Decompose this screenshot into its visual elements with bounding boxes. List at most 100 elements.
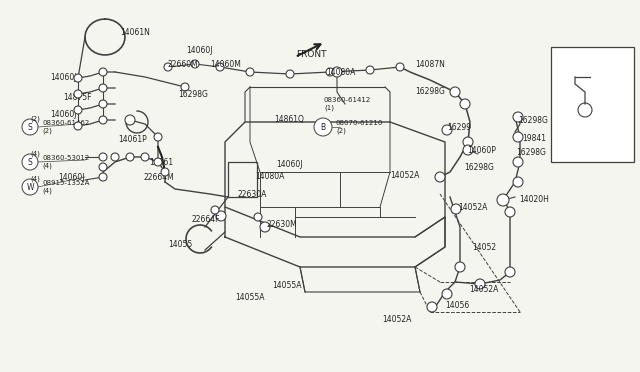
Text: 14060J: 14060J (186, 45, 212, 55)
Circle shape (211, 206, 219, 214)
Text: 14060J: 14060J (58, 173, 84, 182)
Text: 14020H: 14020H (519, 195, 549, 203)
Circle shape (154, 133, 162, 141)
Circle shape (505, 267, 515, 277)
Circle shape (463, 145, 473, 155)
Text: 08360-53012
(4): 08360-53012 (4) (42, 155, 89, 169)
Circle shape (513, 112, 523, 122)
Text: FRONT: FRONT (296, 49, 326, 58)
Text: 19841: 19841 (522, 134, 546, 142)
Text: (4): (4) (30, 151, 40, 157)
Circle shape (505, 207, 515, 217)
Circle shape (513, 177, 523, 187)
Text: W: W (26, 183, 34, 192)
Circle shape (497, 194, 509, 206)
Text: S: S (28, 157, 33, 167)
Circle shape (181, 83, 189, 91)
Circle shape (99, 173, 107, 181)
Circle shape (286, 70, 294, 78)
Text: 14055: 14055 (168, 240, 192, 248)
Circle shape (111, 153, 119, 161)
Circle shape (435, 172, 445, 182)
Text: 14875F: 14875F (63, 93, 92, 102)
Text: 22664M: 22664M (144, 173, 175, 182)
Circle shape (451, 204, 461, 214)
Text: 22660M: 22660M (168, 60, 199, 68)
Circle shape (99, 100, 107, 108)
Circle shape (475, 279, 485, 289)
Text: 14052A: 14052A (382, 315, 412, 324)
Circle shape (455, 262, 465, 272)
Text: 08070-61210
(2): 08070-61210 (2) (336, 120, 383, 134)
Text: 14061: 14061 (149, 157, 173, 167)
Text: 14052: 14052 (472, 243, 496, 251)
Text: 14055A: 14055A (235, 292, 264, 301)
Circle shape (366, 66, 374, 74)
Circle shape (254, 213, 262, 221)
Circle shape (260, 222, 270, 232)
Circle shape (513, 157, 523, 167)
Text: ATM: ATM (570, 142, 588, 151)
Circle shape (314, 118, 332, 136)
Text: 22630A: 22630A (237, 189, 266, 199)
Circle shape (246, 68, 254, 76)
Text: 14080A: 14080A (255, 171, 284, 180)
Text: 14060M: 14060M (210, 60, 241, 68)
Circle shape (99, 68, 107, 76)
Text: 16299: 16299 (447, 122, 471, 131)
Text: 14060J: 14060J (50, 109, 77, 119)
Text: 14055A: 14055A (272, 280, 301, 289)
Circle shape (427, 302, 437, 312)
Circle shape (99, 116, 107, 124)
Circle shape (99, 153, 107, 161)
Circle shape (164, 63, 172, 71)
Text: 16298G: 16298G (178, 90, 208, 99)
Circle shape (216, 63, 224, 71)
Circle shape (450, 87, 460, 97)
Circle shape (513, 132, 523, 142)
Text: 14060J: 14060J (276, 160, 303, 169)
Text: 14020H: 14020H (563, 109, 593, 119)
Text: 14080A: 14080A (326, 67, 355, 77)
Circle shape (578, 103, 592, 117)
Text: 14052A: 14052A (390, 170, 419, 180)
Text: 14061N: 14061N (120, 28, 150, 36)
Circle shape (442, 289, 452, 299)
Text: 16298G: 16298G (415, 87, 445, 96)
Circle shape (216, 211, 226, 221)
Text: S: S (28, 122, 33, 131)
Circle shape (154, 158, 162, 166)
Circle shape (125, 115, 135, 125)
Text: (2): (2) (30, 116, 40, 122)
Text: 14061P: 14061P (118, 135, 147, 144)
Circle shape (126, 153, 134, 161)
Circle shape (161, 168, 169, 176)
Text: 14861Q: 14861Q (274, 115, 304, 124)
Circle shape (74, 74, 82, 82)
Text: 14060J: 14060J (50, 73, 77, 81)
Circle shape (396, 63, 404, 71)
Text: 08915-1352A
(4): 08915-1352A (4) (42, 180, 90, 194)
Circle shape (22, 154, 38, 170)
Text: 14052A: 14052A (458, 202, 488, 212)
Circle shape (332, 67, 342, 77)
Text: 14087N: 14087N (415, 60, 445, 68)
Text: 16298G: 16298G (516, 148, 546, 157)
Circle shape (191, 60, 199, 68)
Text: 16298G: 16298G (464, 163, 494, 171)
Text: 14056: 14056 (445, 301, 469, 310)
Circle shape (442, 125, 452, 135)
Text: 08360-61412
(1): 08360-61412 (1) (324, 97, 371, 111)
Text: 22664F: 22664F (192, 215, 221, 224)
Text: 08360-61462
(2): 08360-61462 (2) (42, 120, 89, 134)
Circle shape (326, 68, 334, 76)
Circle shape (74, 122, 82, 130)
Text: 22630M: 22630M (267, 219, 298, 228)
Bar (551, 47, 634, 162)
Circle shape (74, 90, 82, 98)
Text: 16298G: 16298G (518, 115, 548, 125)
Circle shape (74, 106, 82, 114)
Circle shape (99, 84, 107, 92)
Circle shape (22, 179, 38, 195)
Text: 14052A: 14052A (469, 285, 499, 295)
